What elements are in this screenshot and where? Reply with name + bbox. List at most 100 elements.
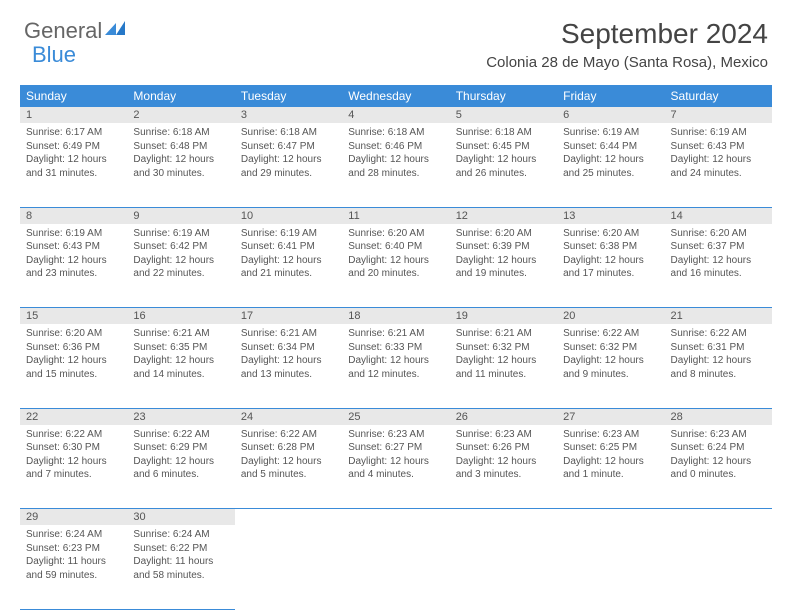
daylight-text-1: Daylight: 12 hours xyxy=(563,455,658,469)
day-info xyxy=(235,525,342,609)
day-info: Sunrise: 6:18 AMSunset: 6:48 PMDaylight:… xyxy=(127,123,234,207)
sunrise-text: Sunrise: 6:23 AM xyxy=(456,428,551,442)
sunrise-text: Sunrise: 6:17 AM xyxy=(26,126,121,140)
daylight-text-2: and 22 minutes. xyxy=(133,267,228,281)
day-number: 6 xyxy=(557,107,664,123)
daylight-text-2: and 29 minutes. xyxy=(241,167,336,181)
daylight-text-1: Daylight: 12 hours xyxy=(26,153,121,167)
day-info: Sunrise: 6:20 AMSunset: 6:39 PMDaylight:… xyxy=(450,224,557,308)
sunrise-text: Sunrise: 6:18 AM xyxy=(241,126,336,140)
daylight-text-1: Daylight: 12 hours xyxy=(456,153,551,167)
daylight-text-2: and 31 minutes. xyxy=(26,167,121,181)
daylight-text-1: Daylight: 12 hours xyxy=(26,455,121,469)
day-info xyxy=(342,525,449,609)
daylight-text-2: and 59 minutes. xyxy=(26,569,121,583)
weekday-header: Sunday xyxy=(20,85,127,107)
day-info: Sunrise: 6:20 AMSunset: 6:40 PMDaylight:… xyxy=(342,224,449,308)
day-number: 13 xyxy=(557,207,664,224)
day-info: Sunrise: 6:23 AMSunset: 6:26 PMDaylight:… xyxy=(450,425,557,509)
daylight-text-1: Daylight: 12 hours xyxy=(26,254,121,268)
daylight-text-2: and 6 minutes. xyxy=(133,468,228,482)
daylight-text-2: and 20 minutes. xyxy=(348,267,443,281)
sunrise-text: Sunrise: 6:22 AM xyxy=(563,327,658,341)
day-number-row: 22232425262728 xyxy=(20,408,772,425)
daylight-text-1: Daylight: 12 hours xyxy=(671,455,766,469)
daylight-text-2: and 30 minutes. xyxy=(133,167,228,181)
day-info: Sunrise: 6:19 AMSunset: 6:41 PMDaylight:… xyxy=(235,224,342,308)
sunrise-text: Sunrise: 6:24 AM xyxy=(26,528,121,542)
day-info: Sunrise: 6:19 AMSunset: 6:43 PMDaylight:… xyxy=(665,123,772,207)
day-number: 24 xyxy=(235,408,342,425)
sunset-text: Sunset: 6:38 PM xyxy=(563,240,658,254)
sunrise-text: Sunrise: 6:21 AM xyxy=(348,327,443,341)
daylight-text-1: Daylight: 12 hours xyxy=(563,354,658,368)
sunset-text: Sunset: 6:30 PM xyxy=(26,441,121,455)
sunset-text: Sunset: 6:36 PM xyxy=(26,341,121,355)
day-number: 3 xyxy=(235,107,342,123)
daylight-text-1: Daylight: 12 hours xyxy=(348,254,443,268)
title-block: September 2024 Colonia 28 de Mayo (Santa… xyxy=(486,18,768,71)
daylight-text-1: Daylight: 11 hours xyxy=(133,555,228,569)
daylight-text-2: and 17 minutes. xyxy=(563,267,658,281)
sunset-text: Sunset: 6:43 PM xyxy=(671,140,766,154)
sunrise-text: Sunrise: 6:24 AM xyxy=(133,528,228,542)
day-info-row: Sunrise: 6:19 AMSunset: 6:43 PMDaylight:… xyxy=(20,224,772,308)
sunrise-text: Sunrise: 6:19 AM xyxy=(241,227,336,241)
day-number: 1 xyxy=(20,107,127,123)
day-info: Sunrise: 6:17 AMSunset: 6:49 PMDaylight:… xyxy=(20,123,127,207)
daylight-text-1: Daylight: 12 hours xyxy=(241,455,336,469)
logo-text-1: General xyxy=(24,18,102,44)
daylight-text-2: and 28 minutes. xyxy=(348,167,443,181)
sunset-text: Sunset: 6:44 PM xyxy=(563,140,658,154)
day-number: 14 xyxy=(665,207,772,224)
day-info: Sunrise: 6:22 AMSunset: 6:31 PMDaylight:… xyxy=(665,324,772,408)
sunrise-text: Sunrise: 6:21 AM xyxy=(456,327,551,341)
day-info: Sunrise: 6:18 AMSunset: 6:47 PMDaylight:… xyxy=(235,123,342,207)
daylight-text-2: and 14 minutes. xyxy=(133,368,228,382)
sunset-text: Sunset: 6:48 PM xyxy=(133,140,228,154)
daylight-text-1: Daylight: 12 hours xyxy=(348,455,443,469)
daylight-text-2: and 1 minute. xyxy=(563,468,658,482)
day-number xyxy=(450,509,557,526)
day-info: Sunrise: 6:18 AMSunset: 6:45 PMDaylight:… xyxy=(450,123,557,207)
weekday-header: Wednesday xyxy=(342,85,449,107)
day-number: 4 xyxy=(342,107,449,123)
daylight-text-1: Daylight: 12 hours xyxy=(348,153,443,167)
sunrise-text: Sunrise: 6:19 AM xyxy=(671,126,766,140)
logo: General xyxy=(24,18,127,44)
weekday-header: Tuesday xyxy=(235,85,342,107)
day-number: 9 xyxy=(127,207,234,224)
day-info xyxy=(665,525,772,609)
weekday-header: Saturday xyxy=(665,85,772,107)
daylight-text-2: and 8 minutes. xyxy=(671,368,766,382)
sunrise-text: Sunrise: 6:19 AM xyxy=(563,126,658,140)
day-info: Sunrise: 6:19 AMSunset: 6:44 PMDaylight:… xyxy=(557,123,664,207)
sunrise-text: Sunrise: 6:23 AM xyxy=(671,428,766,442)
day-number: 11 xyxy=(342,207,449,224)
day-info: Sunrise: 6:21 AMSunset: 6:35 PMDaylight:… xyxy=(127,324,234,408)
daylight-text-2: and 23 minutes. xyxy=(26,267,121,281)
day-info: Sunrise: 6:24 AMSunset: 6:22 PMDaylight:… xyxy=(127,525,234,609)
daylight-text-2: and 3 minutes. xyxy=(456,468,551,482)
daylight-text-2: and 4 minutes. xyxy=(348,468,443,482)
day-info: Sunrise: 6:23 AMSunset: 6:25 PMDaylight:… xyxy=(557,425,664,509)
sunrise-text: Sunrise: 6:22 AM xyxy=(671,327,766,341)
day-number: 29 xyxy=(20,509,127,526)
day-info: Sunrise: 6:23 AMSunset: 6:27 PMDaylight:… xyxy=(342,425,449,509)
day-number-row: 891011121314 xyxy=(20,207,772,224)
day-info xyxy=(557,525,664,609)
daylight-text-2: and 25 minutes. xyxy=(563,167,658,181)
day-number: 7 xyxy=(665,107,772,123)
logo-icon xyxy=(105,15,127,41)
calendar-body: 1234567Sunrise: 6:17 AMSunset: 6:49 PMDa… xyxy=(20,107,772,609)
sunrise-text: Sunrise: 6:18 AM xyxy=(133,126,228,140)
daylight-text-2: and 13 minutes. xyxy=(241,368,336,382)
sunrise-text: Sunrise: 6:22 AM xyxy=(241,428,336,442)
day-info: Sunrise: 6:22 AMSunset: 6:29 PMDaylight:… xyxy=(127,425,234,509)
sunset-text: Sunset: 6:32 PM xyxy=(563,341,658,355)
day-number: 23 xyxy=(127,408,234,425)
daylight-text-1: Daylight: 12 hours xyxy=(133,455,228,469)
daylight-text-1: Daylight: 12 hours xyxy=(26,354,121,368)
daylight-text-2: and 16 minutes. xyxy=(671,267,766,281)
weekday-header: Monday xyxy=(127,85,234,107)
